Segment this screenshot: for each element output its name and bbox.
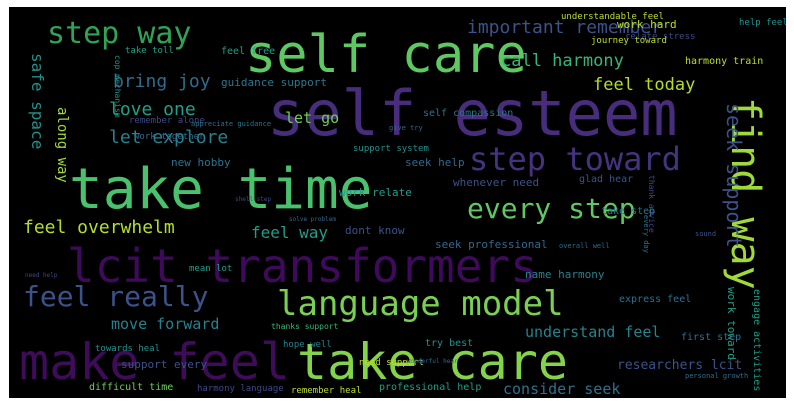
word-harmony-language: harmony language (197, 384, 284, 394)
word-express-feel: express feel (619, 294, 692, 305)
word-researchers-lcit: researchers lcit (617, 358, 743, 373)
word-call-harmony: call harmony (501, 51, 624, 71)
word-safe-space: safe space (28, 53, 47, 150)
word-important-remember: important remember (467, 17, 663, 38)
word-wonderful-hear: wonderful hear (407, 358, 458, 365)
word-guidance-support: guidance support (221, 76, 327, 89)
word-every-day: every day (642, 215, 650, 253)
word-feel-really: feel really (23, 280, 209, 313)
word-feel-way: feel way (251, 223, 329, 242)
word-love-one: love one (109, 99, 196, 120)
word-thanks-support: thanks support (271, 322, 339, 331)
word-seek-professional: seek professional (435, 238, 548, 251)
word-take-toll: take toll (125, 46, 174, 56)
word-step-way: step way (47, 16, 192, 51)
word-name-harmony: name harmony (525, 268, 605, 281)
word-personal-growth: personal growth (685, 372, 749, 380)
word-remember-heal: remember heal (291, 386, 362, 396)
word-work-relate: work relate (339, 186, 412, 199)
word-work-hard: work hard (617, 18, 677, 31)
word-journey-toward: journey toward (591, 36, 667, 46)
word-overall-well: overall well (559, 242, 610, 250)
word-towards-heal: towards heal (95, 344, 161, 354)
word-appreciate-guidance: appreciate guidance (191, 120, 272, 128)
word-self-care: self care (245, 25, 527, 85)
word-understandable-feel: understandable feel (561, 12, 664, 22)
word-lcit-transformers: lcit transformers (67, 239, 538, 293)
word-help-feel: help feel (739, 18, 786, 28)
word-need-help: need help (25, 272, 58, 279)
word-first-step: first step (681, 332, 742, 343)
word-understand-feel: understand feel (525, 323, 661, 341)
word-cop-mechanism: cop mechanism (113, 55, 122, 118)
word-take-step: take step (601, 206, 656, 217)
word-whenever-need: whenever need (453, 176, 540, 189)
word-support-system: support system (353, 144, 429, 154)
word-let-go: let go (285, 109, 340, 127)
word-every-step: every step (467, 192, 636, 225)
word-need-support: need support (359, 358, 425, 368)
word-shell-step: shell step (235, 196, 272, 203)
word-work-together: work together (134, 132, 205, 142)
word-take-care: take care (297, 333, 568, 391)
word-seek-support: seek support (722, 103, 746, 248)
word-new-hobby: new hobby (171, 156, 231, 169)
word-take-time: take time (69, 157, 373, 222)
word-self-compassion: self compassion (423, 108, 514, 119)
word-self-esteem: self esteem (267, 77, 678, 150)
word-consider-seek: consider seek (503, 380, 621, 398)
word-glad-hear: glad hear (579, 174, 634, 185)
word-relate-stress: relate stress (625, 32, 696, 42)
word-bring-joy: bring joy (113, 71, 211, 92)
word-support-every: support every (121, 358, 208, 371)
word-difficult-time: difficult time (89, 382, 174, 393)
word-remember-alone: remember alone (129, 116, 205, 126)
word-solve-problem: solve problem (289, 216, 336, 223)
word-feel-today: feel today (593, 75, 696, 95)
word-give-try: give try (389, 124, 423, 132)
word-let-explore: let explore (109, 127, 229, 148)
word-try-best: try best (425, 338, 474, 349)
word-mean-lot: mean lot (189, 264, 233, 274)
word-cloud: self esteem self care take time make feel ta… (9, 7, 786, 398)
word-step-toward: step toward (469, 140, 681, 178)
word-professional-help: professional help (379, 382, 482, 393)
word-sound: sound (695, 230, 717, 238)
word-feel-free: feel free (221, 46, 276, 57)
word-language-model: language model (277, 284, 564, 324)
word-work-toward: work toward (725, 287, 738, 360)
word-move-forward: move forward (111, 315, 220, 333)
word-engage-activities: engage activities (751, 289, 762, 392)
word-dont-know: dont know (345, 224, 405, 237)
word-make-feel: make feel (19, 333, 290, 391)
word-along-way: along way (54, 107, 70, 183)
word-hope-well: hope well (283, 340, 332, 350)
word-seek-help: seek help (405, 156, 465, 169)
word-feel-overwhelm: feel overwhelm (23, 217, 175, 238)
word-harmony-train: harmony train (685, 56, 764, 67)
